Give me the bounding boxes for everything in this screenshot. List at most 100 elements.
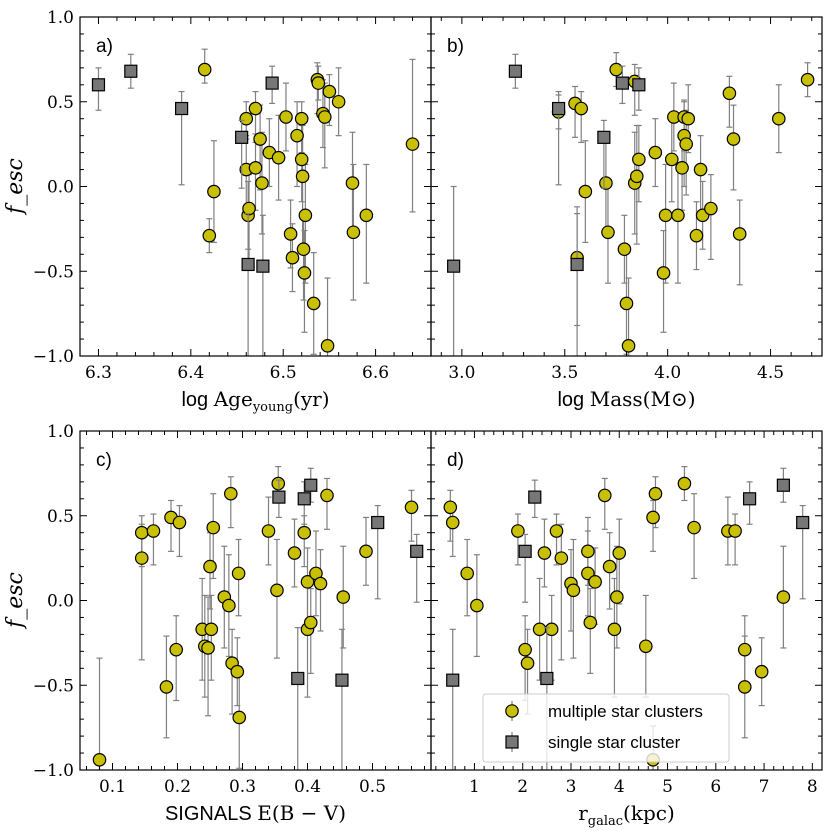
x-tick-label: 6 bbox=[710, 777, 721, 797]
multi-cluster-point bbox=[146, 524, 161, 538]
panel-label: d) bbox=[447, 450, 464, 471]
multi-cluster-point bbox=[722, 86, 737, 101]
legend-frame bbox=[482, 693, 730, 763]
single-cluster-point bbox=[265, 76, 279, 90]
multi-cluster-point bbox=[336, 590, 351, 604]
multi-cluster-point bbox=[639, 639, 653, 654]
multi-cluster-point bbox=[602, 559, 617, 574]
multi-cluster-point bbox=[271, 476, 286, 491]
multi-cluster-point bbox=[294, 111, 309, 126]
multi-cluster-point bbox=[726, 132, 741, 146]
x-tick-label: 2 bbox=[517, 777, 528, 797]
x-axis-label: SIGNALS E(B − V) bbox=[165, 801, 346, 825]
multi-cluster-point bbox=[92, 753, 107, 767]
multi-cluster-point bbox=[294, 152, 309, 167]
multi-cluster-point bbox=[298, 208, 313, 223]
multi-cluster-point bbox=[518, 642, 532, 657]
single-cluster-point bbox=[446, 673, 460, 687]
legend-multi-marker bbox=[505, 704, 519, 718]
single-cluster-point bbox=[410, 544, 424, 558]
multi-cluster-point bbox=[297, 525, 312, 540]
multi-cluster-point bbox=[134, 525, 149, 540]
x-axis-label-main: r bbox=[578, 801, 588, 825]
multi-cluster-point bbox=[287, 546, 302, 560]
multi-cluster-point bbox=[617, 242, 632, 257]
multi-cluster-point bbox=[320, 339, 335, 353]
single-cluster-point bbox=[597, 130, 611, 144]
multi-cluster-point bbox=[532, 622, 547, 637]
multi-cluster-point bbox=[511, 524, 525, 538]
multi-cluster-point bbox=[242, 201, 256, 216]
x-tick-label: 0.5 bbox=[359, 777, 386, 797]
multi-cluster-point bbox=[239, 111, 254, 126]
multi-cluster-point bbox=[248, 101, 263, 116]
single-cluster-point bbox=[632, 78, 646, 92]
multi-cluster-point bbox=[732, 227, 747, 241]
multi-cluster-point bbox=[588, 575, 602, 589]
y-axis-label-top: f_esc bbox=[3, 158, 28, 216]
single-cluster-point bbox=[518, 544, 532, 558]
panel-2: 3.0 3.5 4.0 4.5 b) log Mass(M⊙) bbox=[430, 16, 823, 411]
multi-cluster-point bbox=[610, 590, 624, 604]
multi-cluster-point bbox=[621, 339, 636, 353]
multi-cluster-point bbox=[771, 111, 786, 126]
multi-cluster-point bbox=[648, 486, 663, 501]
multi-cluster-point bbox=[359, 544, 373, 559]
multi-cluster-point bbox=[675, 161, 689, 175]
y-tick-label: 1.0 bbox=[47, 8, 74, 28]
multi-cluster-point bbox=[204, 622, 219, 637]
multi-cluster-point bbox=[544, 622, 559, 637]
x-axis-label-subscript: galac bbox=[588, 814, 623, 829]
multi-cluster-point bbox=[172, 515, 187, 530]
multi-cluster-point bbox=[470, 598, 484, 613]
x-axis-label: log Ageyoung(yr) bbox=[181, 387, 329, 415]
multi-cluster-point bbox=[679, 137, 693, 151]
multi-cluster-point bbox=[134, 551, 149, 565]
multi-cluster-point bbox=[689, 228, 704, 243]
multi-cluster-point bbox=[345, 176, 360, 190]
x-axis-label: rgalac(kpc) bbox=[578, 801, 675, 829]
single-cluster-point bbox=[297, 492, 311, 506]
multi-cluster-point bbox=[231, 566, 246, 581]
x-tick-label: 0.1 bbox=[99, 777, 126, 797]
multi-cluster-point bbox=[566, 583, 581, 598]
multi-cluster-point bbox=[776, 590, 791, 604]
x-tick-label: 8 bbox=[807, 777, 818, 797]
multi-cluster-point bbox=[612, 546, 627, 560]
multi-cluster-point bbox=[303, 615, 318, 630]
x-tick-label: 0.2 bbox=[164, 777, 191, 797]
multi-cluster-point bbox=[607, 622, 622, 637]
single-cluster-point bbox=[742, 492, 757, 506]
single-cluster-point bbox=[570, 257, 584, 272]
single-cluster-point bbox=[235, 130, 249, 144]
y-tick-label: −1.0 bbox=[33, 761, 74, 781]
multi-cluster-point bbox=[202, 228, 217, 243]
multi-cluster-point bbox=[677, 476, 692, 491]
x-axis-label-prefix: log bbox=[557, 389, 589, 411]
x-tick-label: 6.6 bbox=[362, 363, 389, 383]
multi-cluster-point bbox=[619, 296, 634, 311]
multi-cluster-point bbox=[222, 598, 236, 613]
multi-cluster-point bbox=[270, 583, 284, 598]
multi-cluster-point bbox=[681, 111, 696, 126]
multi-cluster-point bbox=[405, 137, 420, 151]
y-tick-label: 0.0 bbox=[47, 178, 74, 198]
multi-cluster-point bbox=[311, 76, 326, 90]
multi-cluster-point bbox=[197, 62, 212, 77]
multi-cluster-point bbox=[601, 225, 615, 240]
y-tick-label: 0.0 bbox=[47, 592, 74, 612]
x-axis-label-prefix: SIGNALS bbox=[165, 803, 257, 825]
multi-cluster-point bbox=[283, 227, 298, 241]
multi-cluster-point bbox=[460, 566, 475, 581]
multi-cluster-point bbox=[232, 710, 247, 725]
multi-cluster-point bbox=[737, 642, 752, 657]
multi-cluster-point bbox=[664, 152, 679, 167]
multi-cluster-point bbox=[271, 150, 286, 165]
multi-cluster-point bbox=[578, 184, 593, 199]
multi-cluster-point bbox=[687, 520, 701, 535]
single-cluster-point bbox=[256, 259, 270, 273]
x-axis-label-prefix: log bbox=[181, 389, 213, 411]
single-cluster-point bbox=[508, 64, 522, 78]
single-cluster-point bbox=[124, 64, 138, 78]
multi-cluster-point bbox=[224, 486, 238, 501]
